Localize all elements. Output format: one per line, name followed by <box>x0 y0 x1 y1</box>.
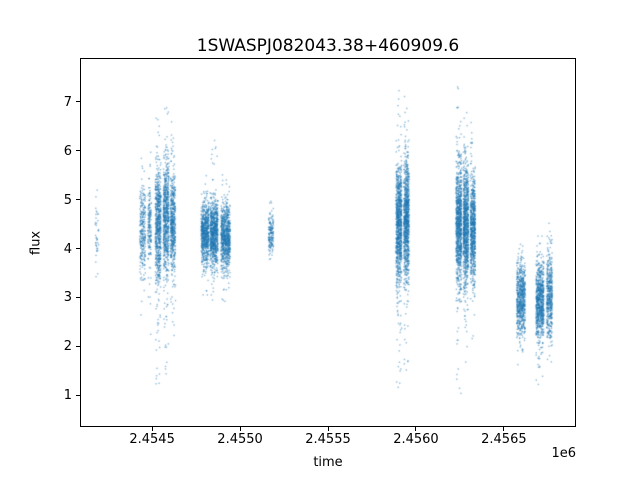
y-tick-mark <box>76 296 80 298</box>
y-tick-mark <box>76 101 80 103</box>
x-axis-offset-label: 1e6 <box>551 446 576 461</box>
x-tick-mark <box>503 427 505 431</box>
y-tick-label: 2 <box>63 339 72 355</box>
y-tick-label: 4 <box>63 241 72 257</box>
y-tick-label: 7 <box>63 94 72 110</box>
x-axis-label: time <box>313 455 343 470</box>
y-tick-mark <box>76 199 80 201</box>
chart-title: 1SWASPJ082043.38+460909.6 <box>196 36 460 56</box>
y-tick-label: 3 <box>63 290 72 306</box>
x-tick-label: 2.4550 <box>217 432 263 447</box>
y-tick-mark <box>76 248 80 250</box>
x-tick-mark <box>239 427 241 431</box>
y-tick-mark <box>76 394 80 396</box>
y-tick-label: 5 <box>63 192 72 208</box>
y-tick-mark <box>76 150 80 152</box>
x-tick-label: 2.4560 <box>393 432 439 447</box>
x-tick-label: 2.4545 <box>129 432 175 447</box>
x-tick-label: 2.4555 <box>305 432 351 447</box>
x-tick-mark <box>151 427 153 431</box>
y-tick-mark <box>76 345 80 347</box>
x-tick-mark <box>415 427 417 431</box>
x-tick-mark <box>327 427 329 431</box>
x-tick-label: 2.4565 <box>481 432 527 447</box>
plot-canvas <box>80 58 576 427</box>
y-tick-label: 1 <box>63 388 72 404</box>
y-tick-label: 6 <box>63 143 72 159</box>
